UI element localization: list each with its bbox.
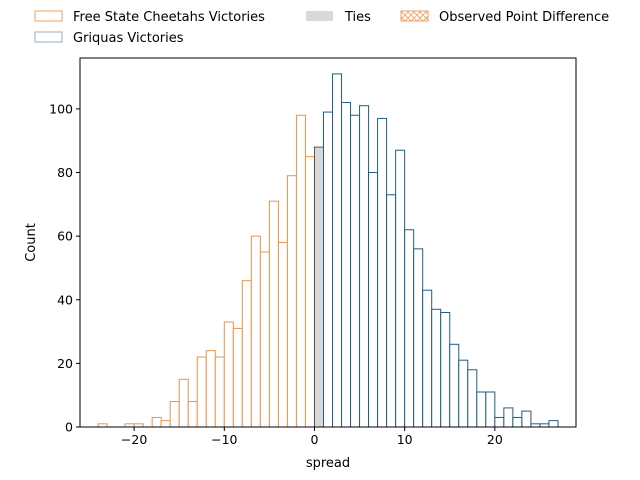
y-tick-label: 100 xyxy=(49,101,73,116)
histogram-bar xyxy=(332,73,343,428)
histogram-bars xyxy=(97,73,559,428)
legend-item-griquas: Griquas Victories xyxy=(34,31,184,46)
histogram-bar xyxy=(241,280,252,428)
histogram-bar xyxy=(160,420,171,428)
histogram-bar xyxy=(250,235,261,428)
legend-swatch-observed xyxy=(400,10,429,22)
histogram-bar xyxy=(395,149,406,428)
histogram-bar xyxy=(232,327,243,428)
legend-swatch-cheetahs xyxy=(34,10,63,22)
histogram-bar xyxy=(151,416,162,428)
histogram-bar xyxy=(295,114,306,428)
histogram-bar xyxy=(476,391,487,428)
histogram-bar xyxy=(467,369,478,428)
histogram-bar xyxy=(223,321,234,428)
legend-label-observed: Observed Point Difference xyxy=(439,10,609,25)
histogram-bar xyxy=(350,114,361,428)
histogram-bar xyxy=(268,200,279,428)
histogram-bar xyxy=(314,146,324,428)
y-tick-label: 20 xyxy=(57,356,73,371)
histogram-bar xyxy=(422,289,433,428)
legend-swatch-ties xyxy=(306,11,333,21)
y-axis-label: Count xyxy=(24,223,39,262)
legend-item-cheetahs: Free State Cheetahs Victories xyxy=(34,10,265,25)
histogram-bar xyxy=(259,251,270,428)
histogram-bar xyxy=(359,105,370,428)
legend-swatch-griquas xyxy=(34,31,63,43)
histogram-bar xyxy=(196,356,207,428)
histogram-bar xyxy=(449,343,460,428)
histogram-bar xyxy=(304,156,315,428)
x-tick-label: 10 xyxy=(397,432,413,447)
histogram-bar xyxy=(503,407,514,428)
legend-label-griquas: Griquas Victories xyxy=(73,31,184,46)
y-tick-label: 40 xyxy=(57,292,73,307)
x-tick-label: −20 xyxy=(121,432,147,447)
histogram-bar xyxy=(386,194,397,428)
legend: Free State Cheetahs Victories Griquas Vi… xyxy=(34,10,609,46)
histogram-bar xyxy=(440,311,451,428)
histogram-bar xyxy=(286,175,297,428)
legend-label-cheetahs: Free State Cheetahs Victories xyxy=(73,10,265,25)
histogram-bar xyxy=(169,401,180,428)
histogram-bar xyxy=(431,308,442,428)
plot-frame xyxy=(79,57,577,428)
x-tick-label: 20 xyxy=(487,432,503,447)
histogram-bar xyxy=(548,420,559,428)
histogram-bar xyxy=(277,242,288,428)
histogram-bar xyxy=(214,356,225,428)
histogram-bar xyxy=(368,172,379,428)
legend-item-observed: Observed Point Difference xyxy=(400,10,609,25)
histogram-bar xyxy=(512,416,523,428)
histogram-bar xyxy=(187,401,198,428)
legend-label-ties: Ties xyxy=(344,10,371,25)
x-tick-label: −10 xyxy=(211,432,237,447)
histogram-bar xyxy=(322,111,334,428)
histogram-bar xyxy=(178,378,189,428)
histogram-bar xyxy=(458,359,469,428)
y-tick-label: 60 xyxy=(57,229,73,244)
histogram-bar xyxy=(413,248,424,428)
legend-item-ties: Ties xyxy=(306,10,371,25)
x-axis-label: spread xyxy=(306,456,350,471)
histogram-bar xyxy=(377,117,388,428)
y-axis: 0 20 40 60 80 100 xyxy=(49,101,80,435)
histogram-bar xyxy=(404,229,415,428)
histogram-bar xyxy=(485,391,496,428)
x-tick-label: 0 xyxy=(310,432,318,447)
x-axis: −20 −10 0 10 20 xyxy=(121,427,503,447)
y-tick-label: 80 xyxy=(57,165,73,180)
histogram-bar xyxy=(341,102,352,428)
histogram-bar xyxy=(494,416,505,428)
histogram-bar xyxy=(205,350,216,428)
histogram-bar xyxy=(521,410,532,428)
y-tick-label: 0 xyxy=(65,420,73,435)
